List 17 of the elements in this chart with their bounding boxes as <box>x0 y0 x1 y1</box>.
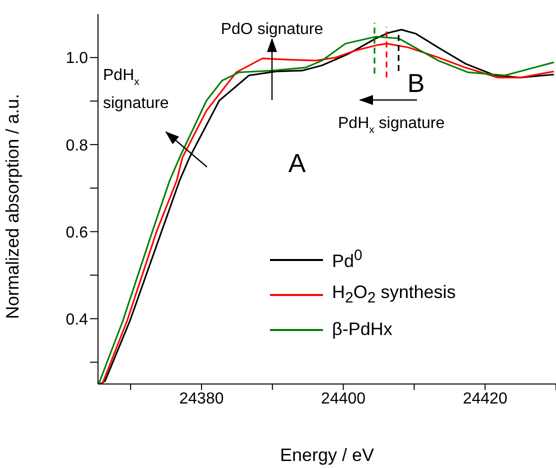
legend-label: Pd$^{0}$ <box>332 247 362 272</box>
annotation: A <box>288 148 306 178</box>
y-tick-label: 0.8 <box>66 137 88 154</box>
annotation: PdH$_{x}$ signature <box>338 115 445 136</box>
x-tick-label: 24380 <box>179 390 224 408</box>
x-tick-label: 24400 <box>321 390 366 408</box>
legend-label: β-PdHx <box>332 319 392 340</box>
x-tick-label: 24420 <box>462 390 508 408</box>
y-axis-title: Normalized absorption / a.u. <box>2 94 22 319</box>
annotation: B <box>407 68 425 98</box>
annotation: PdH$_{x}$ signature <box>103 67 169 112</box>
x-axis-title: Energy / eV <box>280 445 374 465</box>
y-tick-label: 1.0 <box>66 50 88 68</box>
annotation: PdO signature <box>220 21 324 38</box>
y-tick-label: 0.6 <box>66 224 88 242</box>
legend-label: H$_{2}$O$_{2}$ synthesis <box>332 282 456 307</box>
y-tick-label: 0.4 <box>66 311 88 328</box>
